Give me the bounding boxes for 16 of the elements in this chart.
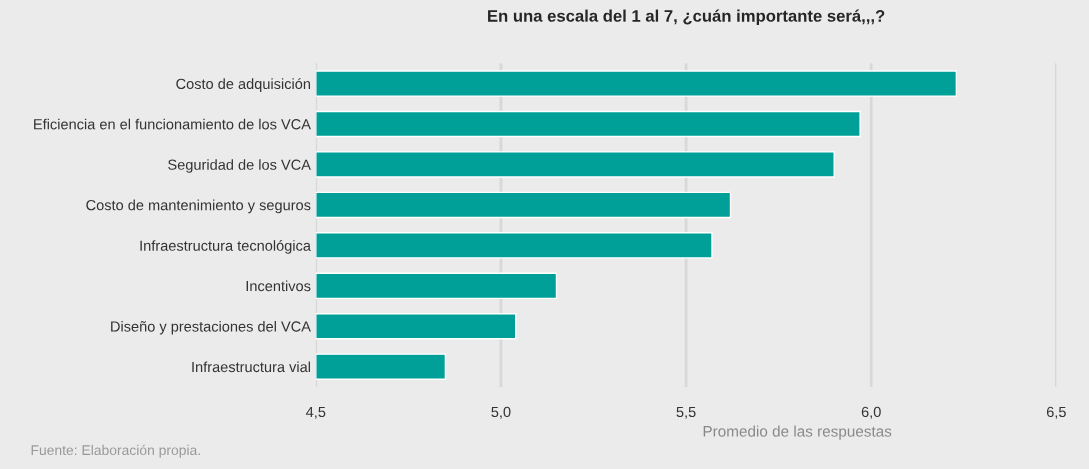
x-tick-label: 4,5 [306, 406, 326, 419]
y-tick-label: Infraestructura vial [192, 361, 310, 373]
x-tick-label: 6,0 [861, 406, 881, 419]
y-tick-label: Diseño y prestaciones del VCA [111, 320, 311, 335]
y-tick-label: Eficiencia en el funcionamiento de los VCA [34, 118, 311, 130]
x-tick-label: 5,5 [676, 406, 696, 419]
y-tick-label: Incentivos [246, 280, 311, 292]
y-tick-label: Infraestructura tecnológica [140, 239, 311, 254]
x-tick-label: 6,5 [1046, 406, 1066, 419]
x-axis-title: Promedio de las respuestas [703, 425, 892, 440]
y-tick-label: Costo de mantenimiento y seguros [86, 199, 311, 214]
source-note: Fuente: Elaboración propia. [31, 444, 200, 458]
x-tick-label: 5,0 [491, 406, 511, 419]
chart-title: En una escala del 1 al 7, ¿cuán importante será,,,? [488, 9, 885, 26]
y-tick-label: Seguridad de los VCA [168, 159, 311, 173]
y-tick-label: Costo de adquisición [176, 78, 311, 92]
